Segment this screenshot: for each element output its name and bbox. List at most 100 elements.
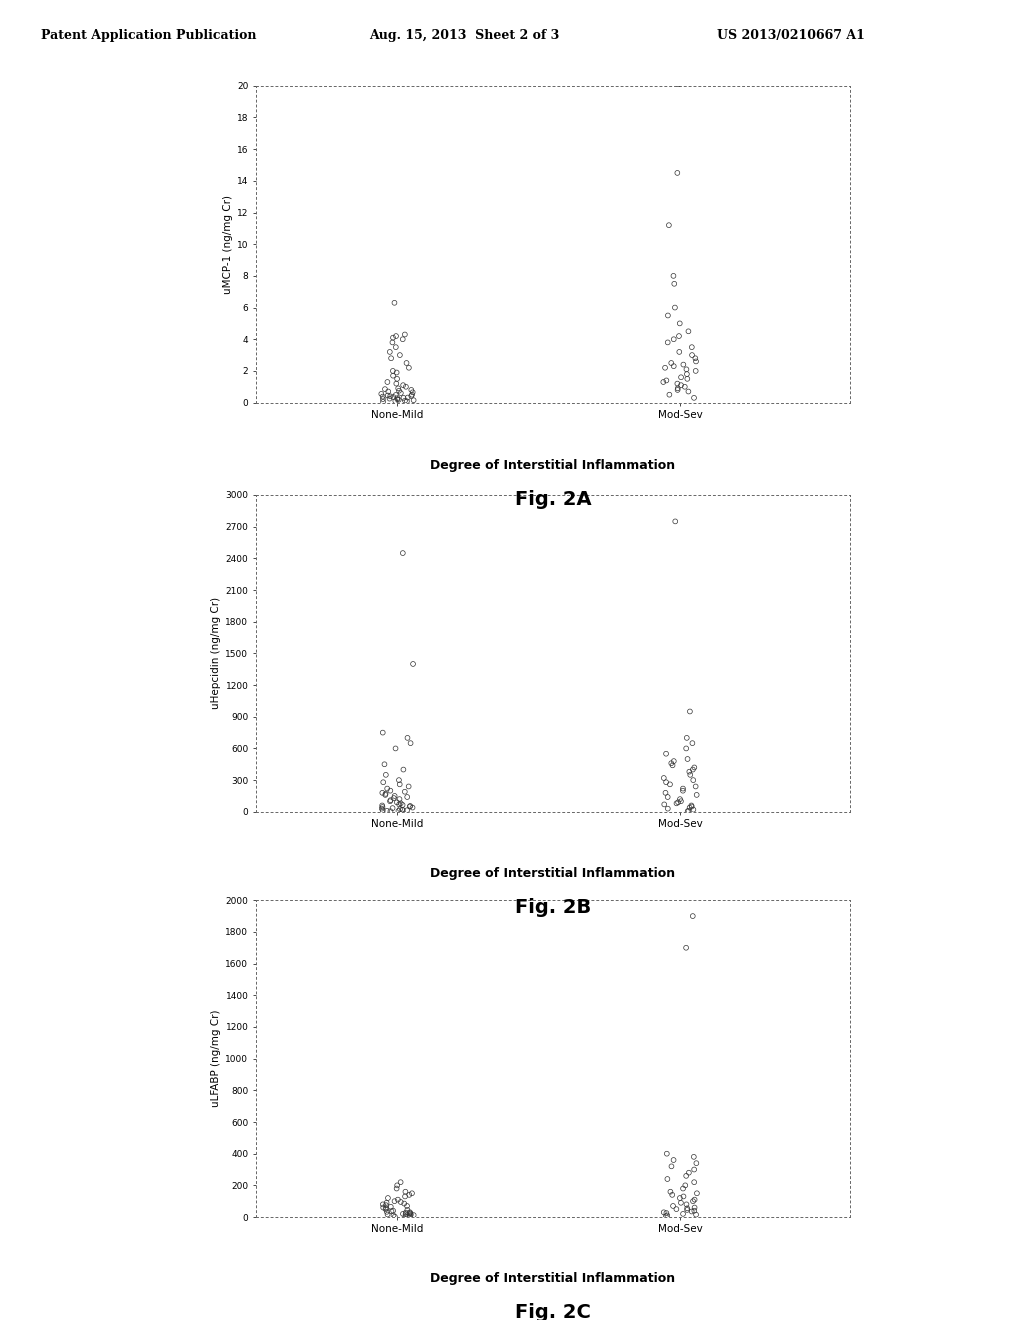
- Point: [669, 162, 685, 183]
- Point: [399, 727, 416, 748]
- Point: [660, 215, 677, 236]
- Point: [687, 360, 703, 381]
- Point: [383, 347, 399, 368]
- Point: [392, 1192, 409, 1213]
- Point: [391, 380, 408, 401]
- Point: [378, 1195, 394, 1216]
- Point: [682, 701, 698, 722]
- Point: [679, 727, 695, 748]
- Point: [657, 772, 674, 793]
- Point: [669, 374, 685, 395]
- Point: [385, 1205, 401, 1226]
- Point: [655, 767, 672, 788]
- Point: [390, 800, 407, 821]
- Point: [662, 774, 678, 795]
- Point: [679, 748, 695, 770]
- Point: [399, 1200, 416, 1221]
- Point: [656, 358, 673, 379]
- Point: [386, 292, 402, 313]
- Point: [375, 388, 391, 409]
- Point: [379, 1204, 395, 1225]
- Point: [399, 787, 416, 808]
- Point: [404, 381, 421, 403]
- Point: [403, 384, 420, 405]
- Text: Degree of Interstitial Inflammation: Degree of Interstitial Inflammation: [430, 459, 676, 473]
- Point: [669, 793, 685, 814]
- Point: [686, 1200, 702, 1221]
- Point: [397, 1204, 414, 1225]
- Point: [385, 327, 401, 348]
- Point: [670, 378, 686, 399]
- Point: [379, 1201, 395, 1222]
- Point: [688, 784, 705, 805]
- Point: [406, 1205, 422, 1226]
- Point: [385, 387, 401, 408]
- Point: [665, 755, 681, 776]
- Point: [382, 789, 398, 810]
- Point: [664, 752, 680, 774]
- Point: [680, 801, 696, 822]
- Point: [675, 354, 691, 375]
- Point: [688, 1152, 705, 1173]
- Point: [656, 793, 673, 814]
- Point: [688, 351, 705, 372]
- Point: [663, 1181, 679, 1203]
- Point: [662, 384, 678, 405]
- Point: [666, 1150, 682, 1171]
- Text: Patent Application Publication: Patent Application Publication: [41, 29, 256, 42]
- Point: [373, 383, 389, 404]
- Point: [684, 337, 700, 358]
- Point: [677, 1175, 693, 1196]
- Text: US 2013/0210667 A1: US 2013/0210667 A1: [717, 29, 864, 42]
- Point: [386, 785, 402, 807]
- Point: [678, 1193, 694, 1214]
- Point: [382, 791, 398, 812]
- Point: [377, 379, 393, 400]
- Point: [375, 772, 391, 793]
- Point: [374, 795, 390, 816]
- Point: [388, 374, 404, 395]
- Point: [689, 1183, 706, 1204]
- Point: [375, 800, 391, 821]
- Point: [386, 788, 402, 809]
- Point: [666, 329, 682, 350]
- Point: [387, 391, 403, 412]
- Point: [395, 387, 412, 408]
- Point: [381, 388, 397, 409]
- Point: [379, 800, 395, 821]
- Point: [406, 389, 422, 411]
- Point: [389, 368, 406, 389]
- Point: [679, 368, 695, 389]
- Point: [394, 543, 411, 564]
- Point: [382, 780, 398, 801]
- Point: [666, 355, 682, 376]
- Point: [658, 1143, 675, 1164]
- Point: [687, 347, 703, 368]
- Point: [686, 1172, 702, 1193]
- Point: [678, 1166, 694, 1187]
- Point: [400, 1206, 417, 1228]
- Point: [679, 363, 695, 384]
- Point: [379, 1192, 395, 1213]
- Point: [658, 1203, 675, 1224]
- Point: [672, 1188, 688, 1209]
- Point: [684, 733, 700, 754]
- Point: [397, 376, 414, 397]
- Text: Degree of Interstitial Inflammation: Degree of Interstitial Inflammation: [430, 1272, 676, 1286]
- Point: [392, 1172, 409, 1193]
- Text: Fig. 2C: Fig. 2C: [515, 1303, 591, 1320]
- Point: [655, 1201, 672, 1222]
- Point: [398, 1196, 415, 1217]
- Point: [392, 383, 409, 404]
- Point: [390, 378, 407, 399]
- Point: [687, 776, 703, 797]
- Point: [402, 1203, 419, 1224]
- Point: [403, 379, 420, 400]
- Point: [686, 1189, 702, 1210]
- Point: [667, 511, 683, 532]
- Point: [380, 385, 396, 407]
- Point: [387, 738, 403, 759]
- Point: [379, 777, 395, 799]
- Point: [392, 799, 409, 820]
- Point: [673, 367, 689, 388]
